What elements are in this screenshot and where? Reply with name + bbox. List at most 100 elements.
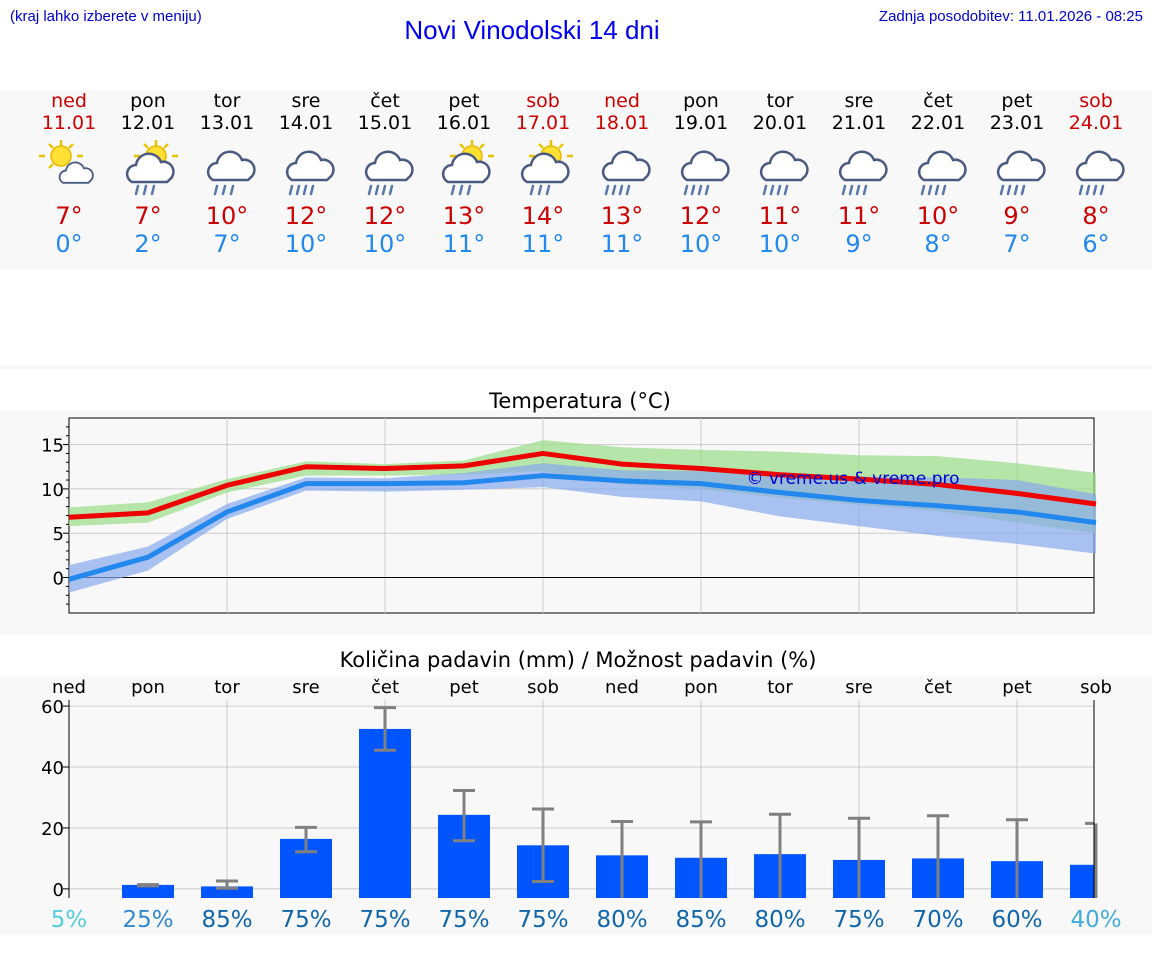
prec-day-label: pon: [131, 677, 165, 698]
forecast-day: pet 16.01 13° 11°: [424, 90, 504, 258]
temp-line-max: [68, 450, 1097, 520]
prec-day-label: pon: [684, 677, 718, 698]
prec-probability: 60%: [991, 907, 1042, 933]
precipitation-chart-title: Količina padavin (mm) / Možnost padavin …: [340, 648, 817, 672]
heavy-rain-cloud-icon: [996, 150, 1046, 196]
day-name: sre: [844, 90, 874, 112]
day-name: pon: [130, 90, 166, 112]
temp-band-min: [69, 463, 1096, 593]
day-name: čet: [370, 90, 400, 112]
prec-bar: [201, 886, 253, 898]
temp-max: 12°: [284, 202, 328, 230]
day-date: 19.01: [673, 112, 729, 134]
forecast-day: sob 17.01 14° 11°: [503, 90, 583, 258]
heavy-rain-cloud-icon: [838, 150, 888, 196]
heavy-rain-cloud-icon: [759, 150, 809, 196]
day-date: 23.01: [989, 112, 1045, 134]
precipitation-error-bars: [137, 706, 1098, 898]
heavy-rain-cloud-icon: [601, 150, 651, 196]
temp-max: 13°: [600, 202, 644, 230]
prec-error-bar: [453, 788, 475, 843]
temperature-chart: Temperatura (°C) 0 5 10 15 © vreme.us & vre…: [41, 389, 1097, 614]
sun-cloud-rain-icon: [441, 140, 494, 196]
prec-error-bar: [295, 825, 317, 854]
sun-cloud-rain-icon: [125, 140, 178, 196]
temp-min: 10°: [284, 230, 328, 258]
temp-min: 7°: [1003, 230, 1031, 258]
temp-tick-label: 10: [41, 480, 64, 501]
prec-probability: 5%: [51, 907, 88, 933]
prec-probability: 70%: [912, 907, 963, 933]
temp-tick-label: 5: [53, 524, 64, 545]
prec-error-bar: [611, 820, 633, 898]
day-name: pet: [1001, 90, 1033, 112]
temp-max: 12°: [363, 202, 407, 230]
forecast-strip: ned 11.01 7° 0° pon 12.01 7° 2° tor 13.01 10° 7° sre…: [0, 90, 1152, 270]
forecast-day: ned 11.01 7° 0°: [29, 90, 109, 258]
day-name: sob: [526, 90, 560, 112]
day-name: pon: [683, 90, 719, 112]
day-date: 13.01: [199, 112, 255, 134]
day-name: tor: [213, 90, 241, 112]
prec-probability: 75%: [280, 907, 331, 933]
day-name: sob: [1079, 90, 1113, 112]
temp-line-min: [68, 473, 1097, 582]
temp-max: 14°: [521, 202, 565, 230]
heavy-rain-cloud-icon: [285, 150, 335, 196]
forecast-day: tor 13.01 10° 7°: [187, 90, 267, 258]
temperature-bands: [69, 440, 1096, 593]
forecast-day: sob 24.01 8° 6°: [1056, 90, 1136, 258]
temp-max: 12°: [679, 202, 723, 230]
prec-probability: 25%: [122, 907, 173, 933]
forecast-day: sre 21.01 11° 9°: [819, 90, 899, 258]
temperature-lines: [68, 450, 1097, 582]
forecast-day: tor 20.01 11° 10°: [740, 90, 820, 258]
prec-day-label: sob: [1080, 677, 1112, 698]
temp-max: 10°: [916, 202, 960, 230]
prec-day-label: sre: [845, 677, 872, 698]
heavy-rain-cloud-icon: [364, 150, 414, 196]
separator-band: [0, 365, 1152, 369]
prec-error-bar: [690, 820, 712, 898]
forecast-day: ned 18.01 13° 11°: [582, 90, 662, 258]
prec-error-bar: [1006, 818, 1028, 898]
temp-min: 11°: [600, 230, 644, 258]
heavy-rain-cloud-icon: [917, 150, 967, 196]
prec-probability: 80%: [754, 907, 805, 933]
forecast-day: sre 14.01 12° 10°: [266, 90, 346, 258]
day-name: tor: [766, 90, 794, 112]
prec-tick-label: 20: [41, 819, 64, 840]
temp-tick-label: 0: [53, 569, 64, 590]
precipitation-bars: [122, 728, 1094, 898]
prec-error-bar: [769, 812, 791, 898]
prec-day-label: tor: [767, 677, 793, 698]
temp-band-max: [69, 440, 1096, 534]
prec-error-bar: [532, 807, 554, 884]
day-date: 15.01: [357, 112, 413, 134]
prec-day-label: čet: [924, 677, 952, 698]
prec-error-bar: [927, 814, 949, 898]
prec-error-bar: [848, 816, 870, 898]
day-date: 18.01: [594, 112, 650, 134]
prec-day-label: pet: [1002, 677, 1032, 698]
prec-error-bar: [216, 879, 238, 890]
watermark: © vreme.us & vreme.pro: [746, 469, 959, 489]
temp-max: 13°: [442, 202, 486, 230]
day-date: 20.01: [752, 112, 808, 134]
temp-min: 10°: [758, 230, 802, 258]
prec-bar: [359, 728, 411, 898]
day-name: pet: [448, 90, 480, 112]
prec-tick-label: 40: [41, 758, 64, 779]
day-name: čet: [923, 90, 953, 112]
temp-tick-label: 15: [41, 436, 64, 457]
temp-min: 6°: [1082, 230, 1110, 258]
prec-day-label: sre: [292, 677, 319, 698]
day-name: ned: [604, 90, 640, 112]
location-hint[interactable]: (kraj lahko izberete v meniju): [10, 8, 202, 25]
prec-bar: [1070, 864, 1094, 898]
prec-day-label: pet: [449, 677, 479, 698]
day-date: 16.01: [436, 112, 492, 134]
day-date: 22.01: [910, 112, 966, 134]
day-date: 17.01: [515, 112, 571, 134]
rain-cloud-icon: [206, 150, 256, 196]
